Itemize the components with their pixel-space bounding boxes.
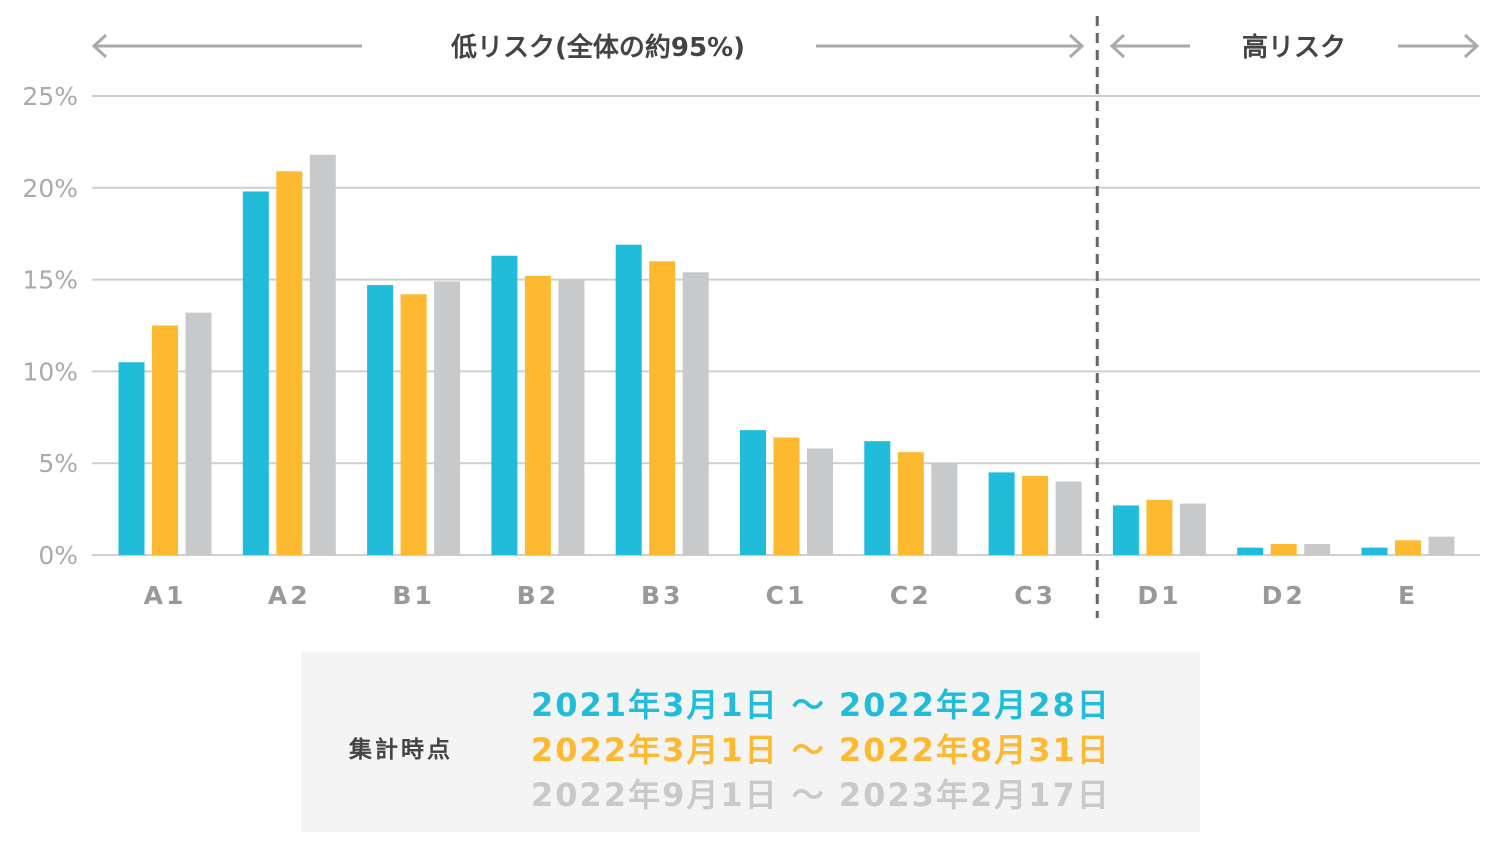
x-tick-label: C1 [766,581,808,610]
arrow-head [1463,33,1480,59]
bar-C1-series-2 [773,437,800,555]
legend: 集計時点 2021年3月1日 〜 2022年2月28日 2022年3月1日 〜 … [301,652,1200,832]
bar-D1-series-1 [1112,505,1139,555]
x-tick-label: B2 [517,581,559,610]
bar-C1-series-1 [740,430,766,555]
bar-B2-series-3 [558,279,585,555]
x-tick-label: B3 [641,581,683,610]
bar-B2-series-2 [524,275,551,555]
legend-title: 集計時点 [349,737,453,763]
bar-C3-series-3 [1055,481,1082,555]
bar-B3-series-2 [649,261,676,555]
bar-B1-series-1 [367,285,394,555]
bar-B3-series-1 [615,244,642,555]
x-tick-label: B1 [392,581,434,610]
y-tick-label: 15% [22,266,78,295]
bar-B1-series-3 [434,281,461,555]
bar-E-series-2 [1395,540,1421,555]
bar-A1-series-2 [152,325,178,555]
high-risk-label: 高リスク [1242,32,1346,63]
arrow-head [1068,33,1085,59]
x-tick-label: A2 [268,581,311,610]
bars [118,154,1455,556]
arrow-head [91,33,108,59]
y-tick-label: 20% [22,174,78,203]
legend-entry-period-1: 2021年3月1日 〜 2022年2月28日 [531,686,1111,724]
x-axis-ticks: A1 A2 B1 B2 B3 C1 C2 C3 D1 D2 E [144,581,1418,610]
risk-annotations: 低リスク(全体の約95%) 高リスク [91,16,1480,618]
bar-D2-series-2 [1270,543,1297,555]
bar-A2-series-1 [242,191,269,556]
bar-E-series-1 [1361,547,1388,555]
bar-C3-series-1 [988,472,1015,555]
bar-B1-series-2 [400,294,427,555]
bar-A1-series-1 [118,362,145,555]
x-tick-label: D1 [1137,581,1181,610]
bar-A2-series-2 [276,171,303,555]
arrow-head [1109,33,1126,59]
bar-D2-series-3 [1304,543,1331,555]
x-tick-label: E [1398,581,1418,610]
bar-C3-series-2 [1022,476,1049,555]
range-arrows [91,33,1480,59]
x-tick-label: A1 [144,581,187,610]
y-axis-ticks: 0% 5% 10% 15% 20% 25% [22,82,78,570]
bar-A1-series-3 [185,312,212,555]
bar-D1-series-3 [1179,503,1206,555]
x-tick-label: C2 [890,581,932,610]
low-risk-label: 低リスク(全体の約95%) [450,32,745,63]
y-tick-label: 25% [22,82,78,111]
bar-chart: 0% 5% 10% 15% 20% 25% A1 A2 B1 B2 B3 C1 C2 C3 D1 D2 E 低… [22,16,1480,618]
y-tick-label: 0% [38,541,78,570]
bar-D2-series-1 [1237,547,1264,555]
bar-B2-series-1 [491,255,518,555]
y-tick-label: 5% [38,449,78,478]
legend-entry-period-2: 2022年3月1日 〜 2022年8月31日 [531,731,1111,769]
bar-C2-series-3 [931,463,958,555]
legend-entry-period-3: 2022年9月1日 〜 2023年2月17日 [531,776,1111,814]
bar-E-series-3 [1428,536,1455,555]
bar-C1-series-3 [807,448,833,555]
bar-C2-series-2 [897,452,924,555]
bar-D1-series-2 [1146,499,1173,555]
x-tick-label: C3 [1014,581,1056,610]
bar-B3-series-3 [682,272,709,555]
y-tick-label: 10% [22,357,78,386]
bar-A2-series-3 [309,154,336,555]
bar-C2-series-1 [864,441,891,555]
x-tick-label: D2 [1262,581,1306,610]
